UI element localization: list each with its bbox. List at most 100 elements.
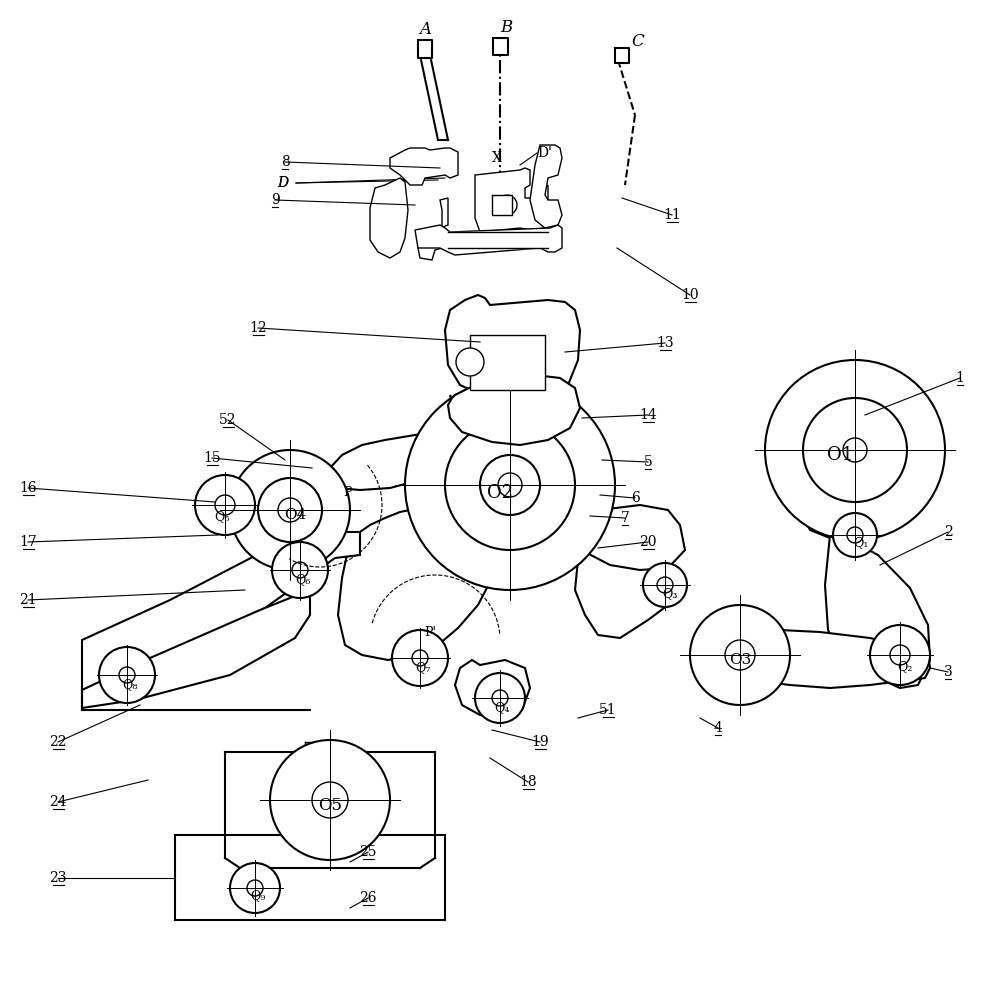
Circle shape (643, 563, 687, 607)
Text: 4: 4 (714, 721, 722, 735)
Text: 18: 18 (519, 775, 537, 789)
Text: 14: 14 (639, 408, 657, 422)
Circle shape (445, 420, 575, 550)
Text: Q₈: Q₈ (122, 679, 138, 692)
Circle shape (258, 478, 322, 542)
Text: Q₂: Q₂ (897, 660, 913, 674)
Circle shape (690, 605, 790, 705)
Text: 12: 12 (249, 321, 267, 335)
Text: 13: 13 (656, 336, 674, 350)
Circle shape (480, 455, 540, 515)
Text: 20: 20 (639, 535, 657, 549)
Polygon shape (448, 232, 548, 248)
Polygon shape (390, 148, 458, 185)
Text: 5: 5 (644, 455, 652, 469)
Text: Q₃: Q₃ (662, 588, 678, 601)
Circle shape (270, 740, 390, 860)
Circle shape (292, 562, 308, 578)
Polygon shape (492, 195, 512, 215)
Polygon shape (82, 590, 310, 708)
Circle shape (99, 647, 155, 703)
Circle shape (890, 645, 910, 665)
Text: 1: 1 (956, 371, 964, 385)
Polygon shape (455, 660, 530, 718)
Text: 15: 15 (203, 451, 221, 465)
Polygon shape (493, 38, 508, 55)
Polygon shape (475, 168, 548, 232)
Circle shape (870, 625, 930, 685)
Text: 23: 23 (49, 871, 67, 885)
Text: 6: 6 (631, 491, 639, 505)
Text: Q₉: Q₉ (250, 890, 266, 903)
Circle shape (272, 542, 328, 598)
Circle shape (475, 673, 525, 723)
Circle shape (833, 513, 877, 557)
Polygon shape (470, 335, 545, 390)
Polygon shape (825, 535, 930, 688)
Circle shape (405, 380, 615, 590)
Text: Q₁: Q₁ (853, 536, 869, 549)
Polygon shape (568, 505, 685, 570)
Text: P: P (344, 486, 352, 498)
Text: P': P' (424, 625, 436, 638)
Text: O3: O3 (729, 653, 751, 667)
Circle shape (312, 782, 348, 818)
Text: 25: 25 (359, 845, 377, 859)
Text: 10: 10 (681, 288, 699, 302)
Text: 26: 26 (359, 891, 377, 905)
Circle shape (847, 527, 863, 543)
Text: 24: 24 (49, 795, 67, 809)
Text: 2: 2 (944, 525, 952, 539)
Text: 16: 16 (19, 481, 37, 495)
Circle shape (230, 450, 350, 570)
Polygon shape (798, 413, 890, 540)
Text: Q₆: Q₆ (295, 574, 311, 587)
Text: 7: 7 (621, 511, 629, 525)
Circle shape (765, 360, 945, 540)
Text: B: B (500, 20, 512, 37)
Text: 3: 3 (944, 665, 952, 679)
Text: O5: O5 (318, 797, 342, 814)
Polygon shape (370, 178, 408, 258)
Text: 22: 22 (49, 735, 67, 749)
Text: X: X (492, 151, 502, 165)
Circle shape (843, 438, 867, 462)
Polygon shape (615, 48, 629, 63)
Circle shape (195, 475, 255, 535)
Circle shape (492, 690, 508, 706)
Polygon shape (330, 395, 465, 490)
Polygon shape (692, 630, 930, 688)
Polygon shape (445, 295, 580, 398)
Circle shape (412, 650, 428, 666)
Text: O1: O1 (827, 446, 853, 464)
Circle shape (119, 667, 135, 683)
Polygon shape (448, 375, 580, 445)
Circle shape (392, 630, 448, 686)
Text: 17: 17 (19, 535, 37, 549)
Circle shape (247, 880, 263, 896)
Text: O2: O2 (487, 484, 513, 502)
Text: 11: 11 (663, 208, 681, 222)
Text: C: C (632, 34, 644, 51)
Text: 9: 9 (271, 193, 279, 207)
Circle shape (803, 398, 907, 502)
Polygon shape (575, 540, 685, 638)
Text: O4: O4 (284, 508, 306, 522)
Circle shape (215, 495, 235, 515)
Circle shape (498, 473, 522, 497)
Circle shape (497, 195, 517, 215)
Circle shape (456, 348, 484, 376)
Circle shape (278, 498, 302, 522)
Text: Q₅: Q₅ (214, 510, 230, 523)
Text: D': D' (538, 146, 552, 160)
Text: D: D (277, 176, 289, 190)
Text: 19: 19 (531, 735, 549, 749)
Circle shape (725, 640, 755, 670)
Circle shape (285, 755, 375, 845)
Text: Q₇: Q₇ (415, 662, 431, 675)
Polygon shape (418, 198, 448, 260)
Text: 51: 51 (599, 703, 617, 717)
Circle shape (230, 863, 280, 913)
Text: 21: 21 (19, 593, 37, 607)
Polygon shape (415, 225, 562, 255)
